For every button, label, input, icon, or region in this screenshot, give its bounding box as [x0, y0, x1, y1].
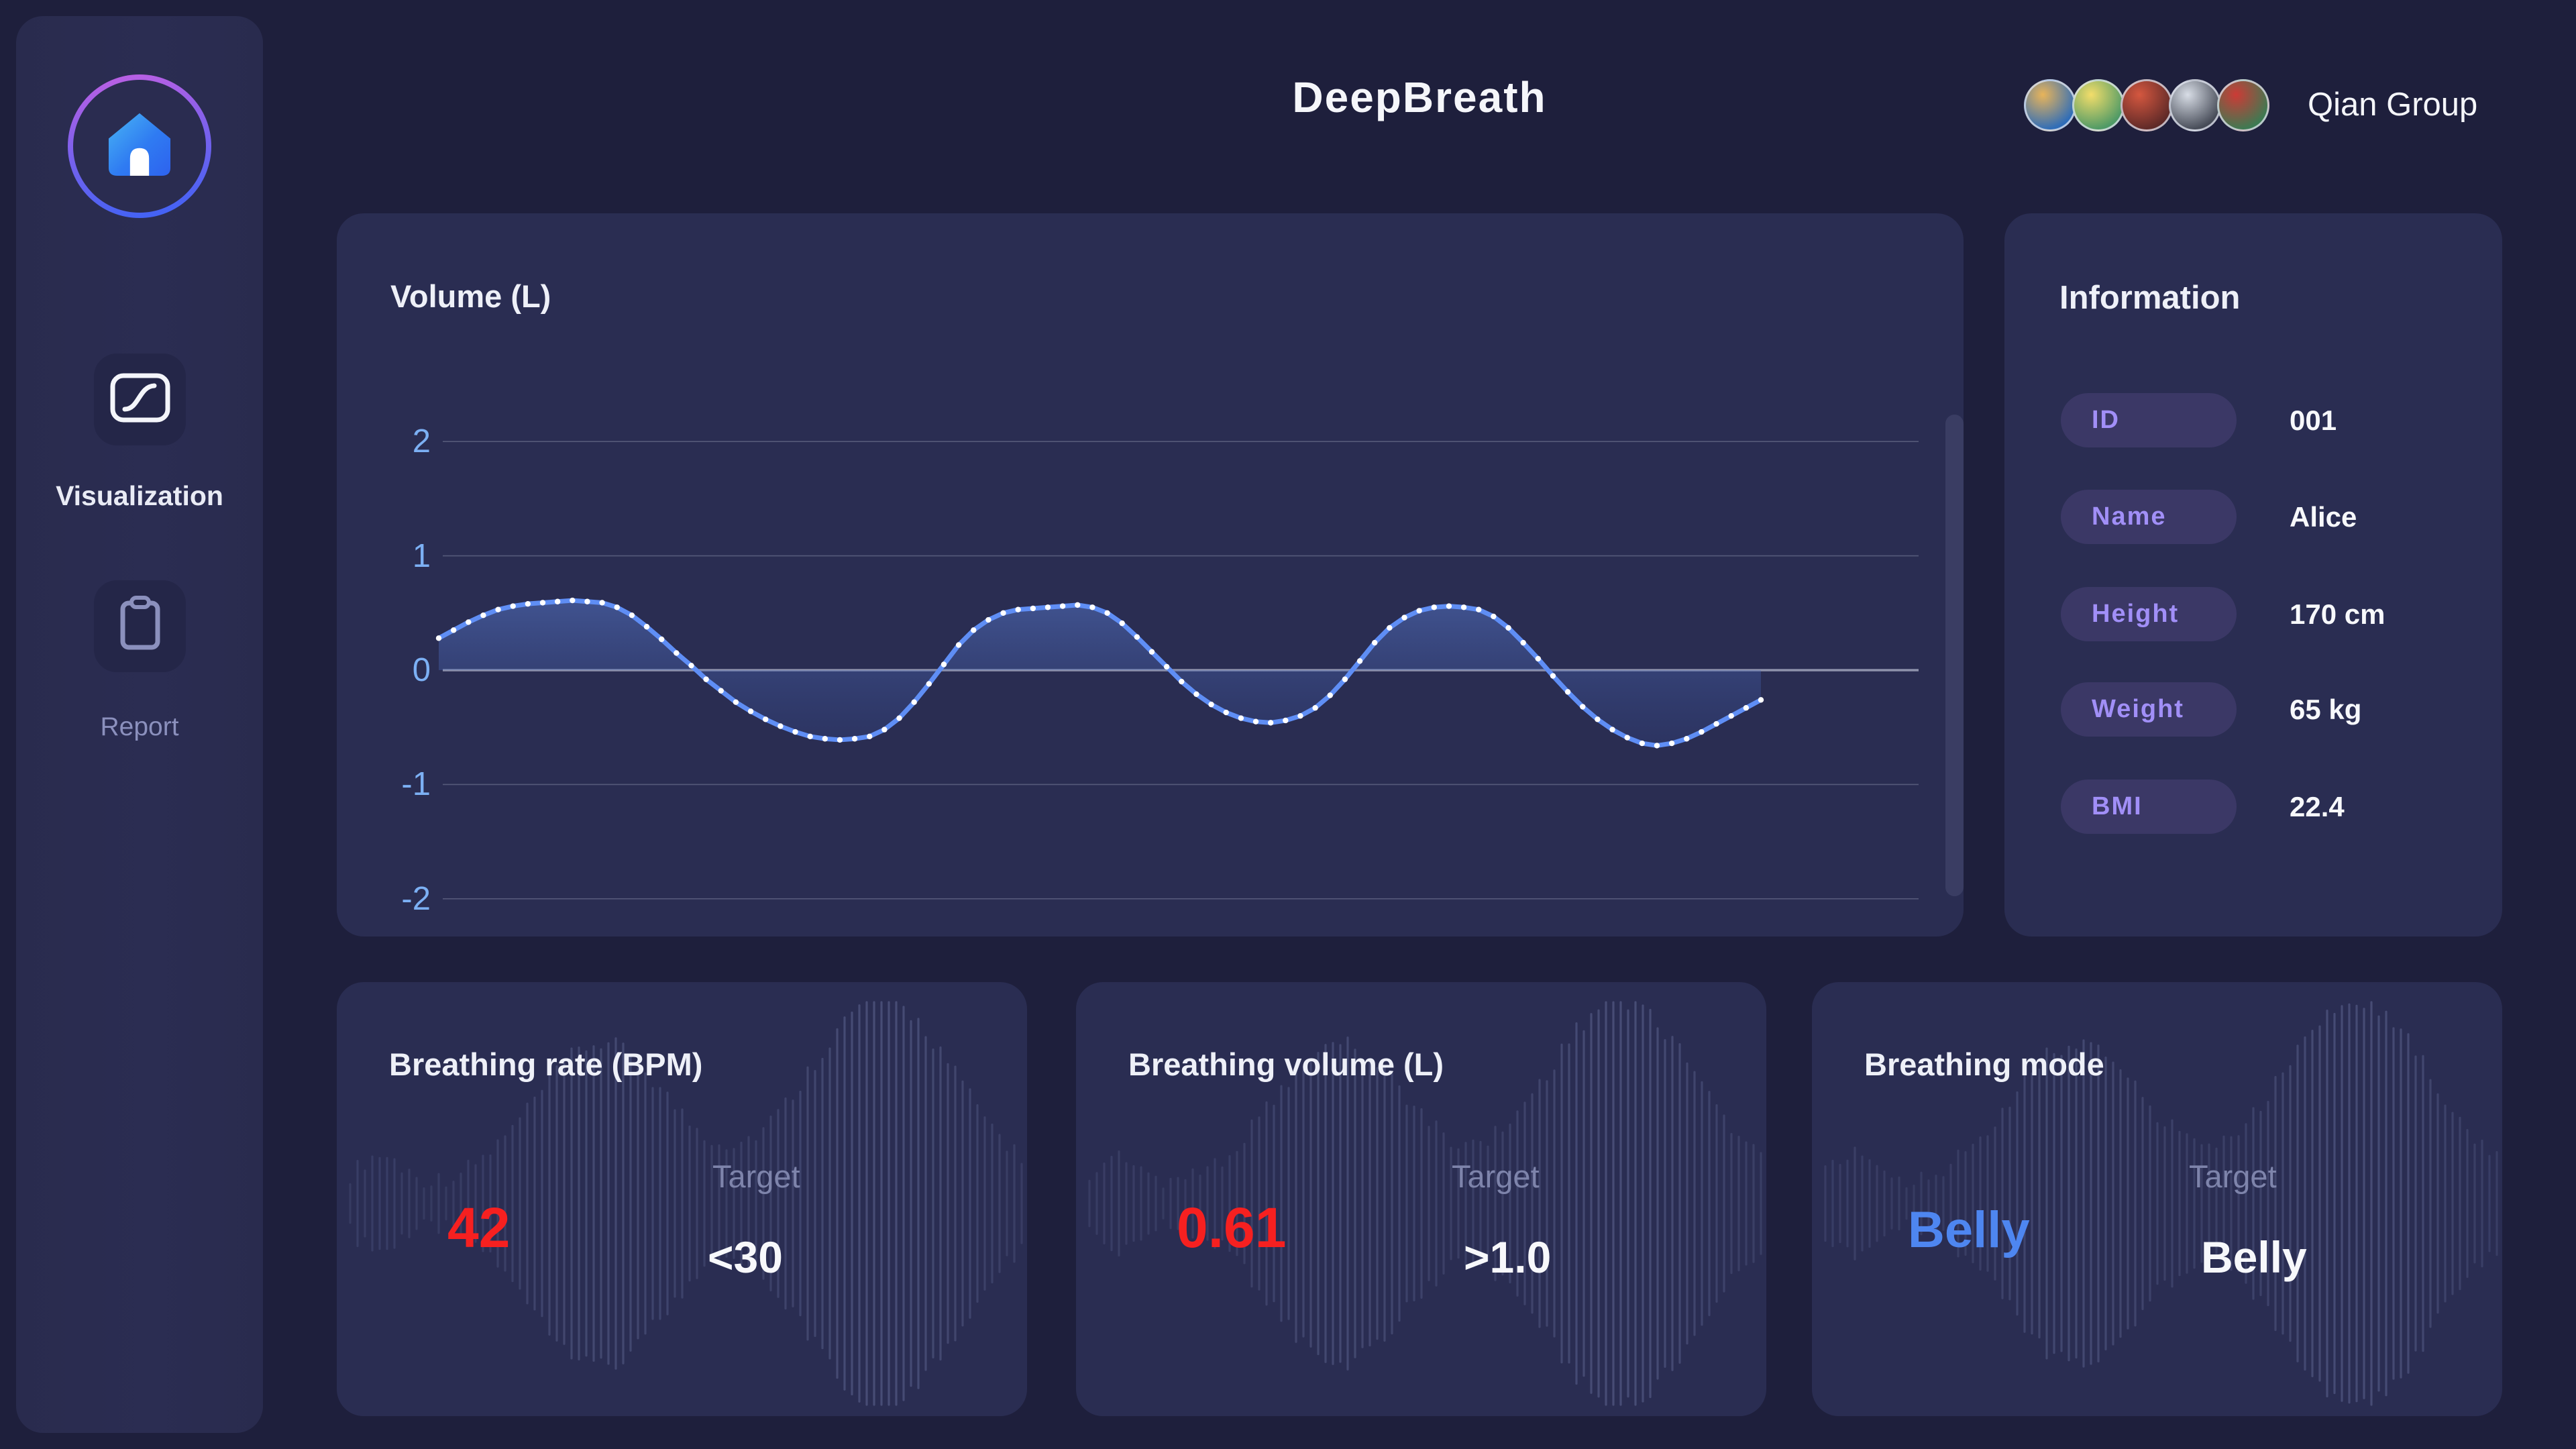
waveform-decoration — [349, 1001, 1023, 1406]
info-label: Height — [2092, 600, 2180, 628]
info-pill-weight: Weight — [2061, 682, 2237, 737]
info-row-weight: Weight 65 kg — [2061, 682, 2477, 737]
home-icon — [100, 105, 179, 188]
info-pill-bmi: BMI — [2061, 780, 2237, 834]
info-value-height: 170 cm — [2290, 598, 2385, 630]
chart-title: Volume (L) — [390, 278, 551, 314]
info-row-id: ID 001 — [2061, 393, 2477, 447]
breathing-volume-target: >1.0 — [1464, 1232, 1552, 1282]
breathing-mode-target: Belly — [2201, 1232, 2307, 1282]
sidebar-item-report[interactable] — [94, 580, 186, 672]
info-label: Weight — [2092, 695, 2184, 723]
avatar[interactable] — [2121, 79, 2173, 131]
info-pill-height: Height — [2061, 587, 2237, 641]
breathing-rate-card: Breathing rate (BPM) 42 Target <30 — [337, 982, 1027, 1416]
volume-line-chart — [435, 441, 1919, 900]
avatar[interactable] — [2024, 79, 2076, 131]
info-pill-name: Name — [2061, 490, 2237, 544]
sidebar-item-visualization[interactable] — [94, 354, 186, 445]
avatar-group[interactable] — [2024, 79, 2269, 131]
info-value-weight: 65 kg — [2290, 693, 2362, 725]
metric-title: Breathing mode — [1864, 1046, 2104, 1082]
group-name: Qian Group — [2308, 87, 2478, 123]
page-title: DeepBreath — [1292, 73, 1547, 121]
metric-title: Breathing rate (BPM) — [389, 1046, 703, 1082]
waveform-decoration — [1824, 1001, 2498, 1406]
sidebar-item-visualization-label[interactable]: Visualization — [56, 480, 223, 511]
info-pill-id: ID — [2061, 393, 2237, 447]
info-label: ID — [2092, 406, 2120, 434]
y-tick-label: -2 — [401, 880, 431, 917]
info-row-height: Height 170 cm — [2061, 587, 2477, 641]
breathing-volume-value: 0.61 — [1177, 1196, 1287, 1259]
info-row-name: Name Alice — [2061, 490, 2477, 544]
report-icon — [107, 591, 174, 661]
home-button[interactable] — [68, 74, 211, 218]
information-panel: Information ID 001 Name Alice Height 170… — [2004, 213, 2502, 936]
sidebar: Visualization Report — [16, 16, 263, 1433]
target-label: Target — [1452, 1159, 1540, 1194]
avatar[interactable] — [2072, 79, 2125, 131]
waveform-decoration — [1088, 1001, 1762, 1406]
information-title: Information — [2059, 280, 2241, 316]
target-label: Target — [2189, 1159, 2277, 1194]
info-row-bmi: BMI 22.4 — [2061, 780, 2477, 834]
chart-scrollbar[interactable] — [1945, 415, 1964, 896]
info-label: BMI — [2092, 792, 2143, 820]
info-value-name: Alice — [2290, 500, 2357, 533]
y-tick-label: -1 — [401, 766, 431, 803]
volume-chart-card: Volume (L) 2 1 0 -1 -2 — [337, 213, 1964, 936]
sidebar-item-report-label[interactable]: Report — [100, 712, 179, 741]
metric-title: Breathing volume (L) — [1128, 1046, 1444, 1082]
home-button-inner — [73, 80, 206, 213]
y-tick-label: 1 — [412, 537, 431, 574]
target-label: Target — [712, 1159, 800, 1194]
breathing-rate-target: <30 — [708, 1232, 783, 1282]
y-tick-label: 0 — [412, 652, 431, 688]
breathing-mode-card: Breathing mode Belly Target Belly — [1812, 982, 2502, 1416]
breathing-rate-value: 42 — [447, 1196, 511, 1259]
breathing-volume-card: Breathing volume (L) 0.61 Target >1.0 — [1076, 982, 1766, 1416]
visualization-icon — [107, 364, 174, 435]
avatar[interactable] — [2217, 79, 2269, 131]
breathing-mode-value: Belly — [1908, 1201, 2030, 1258]
info-label: Name — [2092, 502, 2167, 531]
avatar[interactable] — [2169, 79, 2221, 131]
y-tick-label: 2 — [412, 423, 431, 460]
info-value-id: 001 — [2290, 404, 2337, 436]
info-value-bmi: 22.4 — [2290, 790, 2345, 822]
